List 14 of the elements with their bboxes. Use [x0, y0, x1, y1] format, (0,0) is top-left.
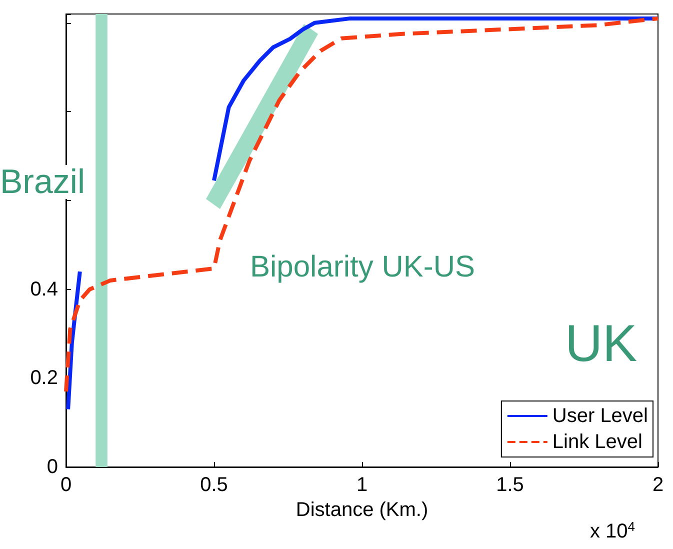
y-tick-label: 0.4	[30, 278, 58, 300]
annotation: Brazil	[0, 163, 86, 201]
x-axis-title: Distance (Km.)	[296, 498, 428, 521]
annotation: Bipolarity UK-US	[250, 250, 476, 284]
x-tick-label: 1.5	[496, 474, 524, 496]
x-tick-label: 1	[356, 474, 368, 496]
legend-label: User Level	[552, 405, 648, 427]
x-tick-label: 0	[60, 474, 72, 496]
legend-label: Link Level	[552, 431, 642, 453]
y-tick-label: 0	[46, 456, 58, 478]
x-tick-label: 0.5	[200, 474, 228, 496]
y-tick-label: 0.2	[30, 367, 58, 390]
x-tick-label: 2	[652, 474, 664, 496]
annotation: UK	[565, 315, 638, 373]
